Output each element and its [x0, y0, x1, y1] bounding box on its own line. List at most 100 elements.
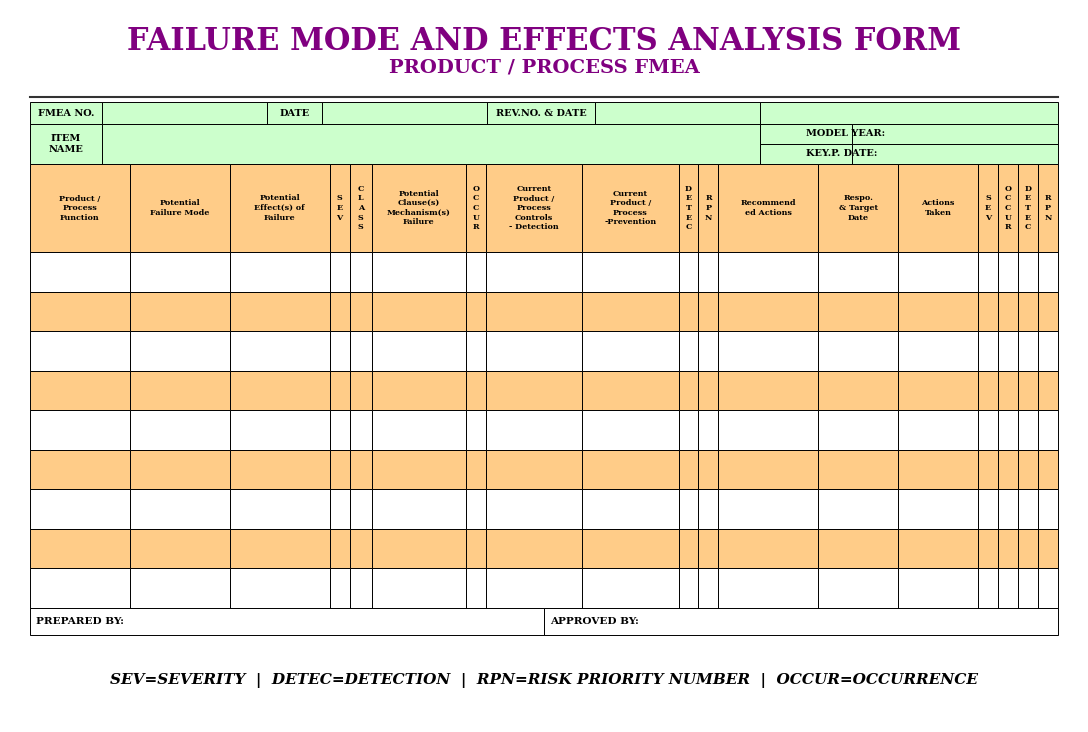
Bar: [102, 124, 761, 164]
Bar: [998, 252, 1018, 291]
Bar: [1038, 252, 1058, 291]
Bar: [679, 529, 698, 569]
Bar: [30, 529, 129, 569]
Bar: [718, 252, 818, 291]
Bar: [230, 410, 330, 449]
Text: O
C
C
U
R: O C C U R: [472, 185, 480, 231]
Text: APPROVED BY:: APPROVED BY:: [551, 617, 639, 626]
Bar: [582, 410, 679, 449]
Text: REV.NO. & DATE: REV.NO. & DATE: [496, 108, 586, 118]
Bar: [998, 489, 1018, 529]
Bar: [230, 331, 330, 370]
Bar: [30, 449, 129, 489]
Bar: [582, 569, 679, 608]
Bar: [330, 489, 349, 529]
Bar: [30, 124, 102, 164]
Bar: [698, 449, 718, 489]
Bar: [1038, 489, 1058, 529]
Bar: [1018, 164, 1038, 252]
Bar: [372, 529, 466, 569]
Bar: [978, 370, 998, 410]
Bar: [349, 331, 372, 370]
Bar: [372, 449, 466, 489]
Bar: [466, 569, 486, 608]
Bar: [718, 291, 818, 331]
Bar: [1038, 569, 1058, 608]
Bar: [761, 102, 1058, 124]
Bar: [129, 569, 230, 608]
Text: Potential
Failure Mode: Potential Failure Mode: [150, 199, 210, 217]
Text: Current
Product /
Process
Controls
- Detection: Current Product / Process Controls - Det…: [509, 185, 559, 231]
Text: O
C
C
U
R: O C C U R: [1004, 185, 1012, 231]
Bar: [1018, 370, 1038, 410]
Bar: [486, 291, 582, 331]
Bar: [372, 252, 466, 291]
Bar: [330, 569, 349, 608]
Bar: [761, 124, 852, 144]
Bar: [372, 164, 466, 252]
Bar: [698, 164, 718, 252]
Bar: [1018, 489, 1038, 529]
Bar: [30, 291, 129, 331]
Bar: [998, 529, 1018, 569]
Bar: [698, 291, 718, 331]
Bar: [129, 410, 230, 449]
Bar: [998, 449, 1018, 489]
Bar: [698, 489, 718, 529]
Text: Actions
Taken: Actions Taken: [922, 199, 955, 217]
Bar: [486, 529, 582, 569]
Text: DATE: DATE: [280, 108, 310, 118]
Bar: [698, 331, 718, 370]
Bar: [718, 449, 818, 489]
Bar: [1018, 252, 1038, 291]
Bar: [129, 164, 230, 252]
Bar: [718, 370, 818, 410]
Bar: [818, 489, 899, 529]
Bar: [129, 370, 230, 410]
Bar: [582, 449, 679, 489]
Bar: [330, 164, 349, 252]
Bar: [330, 529, 349, 569]
Bar: [582, 331, 679, 370]
Bar: [679, 291, 698, 331]
Text: R
P
N: R P N: [1044, 195, 1052, 222]
Bar: [718, 164, 818, 252]
Text: PREPARED BY:: PREPARED BY:: [36, 617, 124, 626]
Bar: [267, 102, 322, 124]
Bar: [349, 252, 372, 291]
Bar: [30, 164, 129, 252]
Bar: [486, 489, 582, 529]
Bar: [30, 410, 129, 449]
Bar: [818, 410, 899, 449]
Bar: [349, 489, 372, 529]
Bar: [230, 291, 330, 331]
Bar: [330, 410, 349, 449]
Bar: [349, 569, 372, 608]
Bar: [1018, 331, 1038, 370]
Bar: [899, 410, 978, 449]
Bar: [330, 449, 349, 489]
Text: Potential
Effect(s) of
Failure: Potential Effect(s) of Failure: [255, 195, 305, 222]
Bar: [330, 291, 349, 331]
Bar: [1038, 529, 1058, 569]
Bar: [978, 449, 998, 489]
Bar: [1038, 410, 1058, 449]
Bar: [487, 102, 595, 124]
Bar: [718, 331, 818, 370]
Text: C
L
A
S
S: C L A S S: [358, 185, 363, 231]
Bar: [582, 252, 679, 291]
Bar: [998, 410, 1018, 449]
Bar: [466, 489, 486, 529]
Bar: [1018, 529, 1038, 569]
Bar: [486, 569, 582, 608]
Bar: [998, 291, 1018, 331]
Bar: [1038, 370, 1058, 410]
Bar: [698, 529, 718, 569]
Bar: [718, 489, 818, 529]
Bar: [349, 410, 372, 449]
Bar: [582, 370, 679, 410]
Bar: [372, 569, 466, 608]
Bar: [349, 291, 372, 331]
Bar: [372, 291, 466, 331]
Bar: [582, 291, 679, 331]
